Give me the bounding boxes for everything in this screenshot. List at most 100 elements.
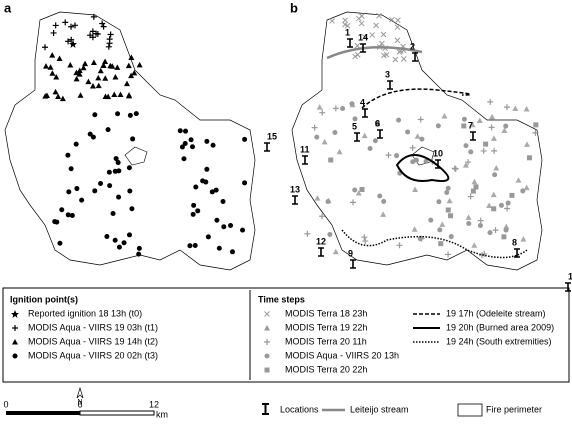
marker: [451, 165, 458, 172]
legend-label: MODIS Aqua - VIIRS 19 03h (t1): [28, 322, 158, 332]
marker: [42, 63, 49, 69]
marker: [127, 112, 133, 118]
marker: [59, 207, 65, 213]
marker: [423, 158, 429, 164]
marker: [126, 232, 132, 238]
marker: [87, 32, 94, 39]
marker: [80, 64, 87, 71]
marker: [76, 67, 83, 73]
marker: [54, 219, 60, 225]
marker: [112, 74, 119, 80]
legend-title: Ignition point(s): [10, 294, 78, 304]
marker: [179, 144, 185, 150]
marker: [116, 194, 122, 200]
legend-label: MODIS Terra 18 23h: [285, 308, 367, 318]
marker: [445, 207, 451, 213]
marker: [441, 113, 448, 119]
marker: [107, 31, 114, 38]
marker: [389, 16, 395, 23]
marker: [92, 188, 98, 194]
marker: [65, 38, 72, 45]
marker: [428, 217, 434, 223]
marker: [67, 62, 74, 68]
marker: [533, 122, 539, 128]
marker: [12, 353, 18, 359]
marker: [394, 37, 401, 44]
marker: [183, 128, 189, 134]
marker: [126, 165, 132, 171]
legend-label: Leiteijo stream: [350, 404, 409, 414]
marker: [74, 186, 80, 192]
marker: [491, 206, 497, 212]
marker: [503, 223, 510, 229]
marker: [106, 36, 113, 43]
map-panel: [4, 11, 256, 271]
marker: [439, 221, 446, 227]
marker: [210, 142, 216, 148]
marker: [342, 17, 348, 24]
legend-label: Reported ignition 18 13h (t0): [28, 308, 142, 318]
marker: [409, 144, 416, 151]
location-pin: [435, 159, 441, 169]
marker: [483, 141, 489, 147]
marker: [329, 18, 335, 24]
marker: [394, 17, 401, 24]
location-pin: [565, 282, 571, 292]
marker: [100, 62, 107, 68]
maps: 12345678910111213141516: [4, 11, 572, 292]
marker: [477, 217, 484, 224]
marker: [128, 54, 135, 60]
marker: [367, 146, 373, 152]
marker: [350, 199, 357, 206]
marker: [131, 69, 138, 76]
marker: [396, 49, 403, 55]
marker: [12, 325, 18, 331]
marker: [90, 134, 96, 140]
location-label: 4: [360, 97, 365, 107]
marker: [121, 240, 127, 246]
scale-label: 6: [77, 399, 82, 409]
marker: [444, 189, 450, 195]
line-24h: [341, 229, 528, 259]
marker: [503, 227, 509, 233]
marker: [435, 123, 441, 129]
marker: [117, 91, 124, 97]
marker: [240, 227, 246, 233]
marker: [90, 59, 97, 65]
marker: [523, 184, 530, 191]
marker: [355, 189, 362, 196]
marker: [311, 124, 318, 131]
marker: [264, 339, 270, 345]
marker: [53, 74, 60, 80]
marker: [412, 186, 419, 193]
marker: [73, 141, 79, 147]
marker: [205, 234, 211, 240]
legend-label: Locations: [280, 404, 319, 414]
marker: [228, 222, 234, 228]
marker: [462, 162, 469, 168]
marker: [85, 78, 92, 85]
marker: [492, 172, 498, 178]
marker: [76, 71, 83, 77]
marker: [471, 242, 478, 248]
marker: [102, 75, 109, 81]
legend-label: Fire perimeter: [486, 404, 542, 414]
marker: [50, 29, 57, 36]
marker: [71, 22, 78, 29]
location-label: 9: [348, 248, 353, 258]
marker: [413, 157, 419, 163]
marker: [95, 74, 102, 81]
marker: [129, 206, 135, 212]
marker: [352, 116, 358, 122]
marker: [349, 101, 355, 107]
marker: [190, 211, 196, 217]
marker: [73, 75, 80, 82]
marker: [358, 13, 365, 19]
marker: [116, 244, 122, 250]
marker: [332, 105, 339, 112]
marker: [200, 178, 206, 184]
marker: [94, 30, 101, 37]
scale-label: 12: [149, 399, 159, 409]
marker: [177, 128, 183, 134]
marker: [69, 213, 75, 219]
